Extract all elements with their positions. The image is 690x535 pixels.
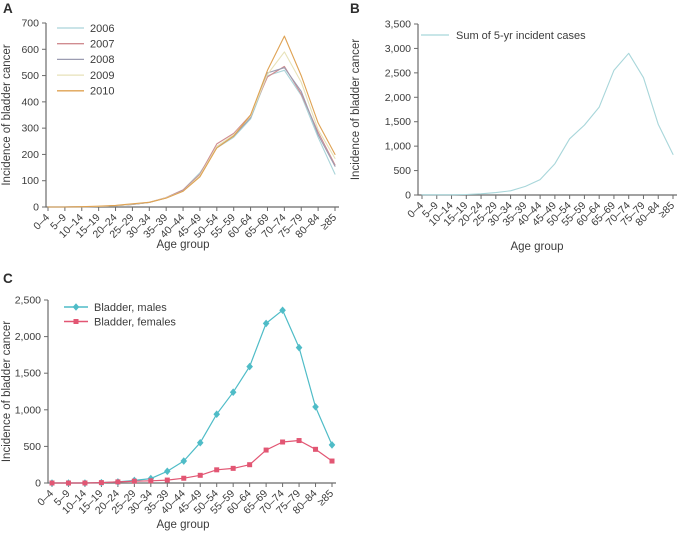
series-marker [280, 439, 286, 445]
y-tick-label: 300 [21, 123, 39, 135]
series-marker [163, 467, 171, 476]
y-tick-label: 500 [393, 165, 411, 177]
y-axis-label: Incidence of bladder cancer [1, 44, 13, 185]
series-marker [197, 472, 203, 478]
series-marker [246, 362, 253, 371]
series-marker [148, 478, 154, 484]
x-tick-label: ≥85 [656, 200, 677, 221]
legend-label: 2010 [90, 86, 114, 98]
legend-label: 2009 [90, 70, 114, 82]
x-axis-label: Age group [156, 239, 209, 251]
y-tick-label: 2,000 [385, 92, 411, 104]
series-marker [329, 458, 335, 464]
series-marker [82, 480, 88, 486]
x-axis-label: Age group [156, 519, 209, 531]
y-tick-label: 2,000 [15, 331, 41, 343]
series-marker [196, 438, 204, 447]
series-line-bladder-males [51, 309, 333, 484]
y-tick-label: 100 [21, 175, 39, 187]
chart-a-incidence-by-year: 01002003004005006007000–45–910–1415–1920… [1, 18, 339, 252]
series-line-sum-of-5-yr-incident-cases [421, 52, 674, 196]
series-marker [263, 447, 269, 453]
axes [417, 24, 677, 196]
y-tick-label: 200 [21, 149, 39, 161]
x-axis-label: Age group [510, 241, 563, 253]
series-marker [65, 480, 71, 486]
y-tick-label: 600 [21, 44, 39, 56]
x-tick-label: ≥85 [315, 488, 336, 509]
series-line-2010 [47, 35, 336, 208]
series-marker [214, 467, 220, 473]
legend-label: Bladder, females [94, 316, 176, 328]
y-axis-label: Incidence of bladder cancer [1, 321, 13, 462]
panel-a: 0 100 200 300 400 500 600 700 0–4 5–9 10–14 15–19 20… [0, 0, 345, 273]
y-tick-label: 3,500 [385, 19, 411, 31]
y-tick-label: 0 [33, 202, 39, 214]
series-marker [180, 457, 188, 465]
series-marker [115, 479, 121, 485]
y-tick-label: 1,500 [15, 368, 41, 380]
series-marker [247, 462, 253, 468]
panel-label-a: A [3, 1, 13, 16]
series-marker [213, 410, 221, 418]
y-tick-label: 0 [35, 478, 41, 490]
y-tick-label: 700 [21, 18, 39, 30]
series-marker [49, 480, 55, 486]
chart-c-incidence-by-sex: 05001,0001,5002,0002,5000–45–910–1415–19… [1, 295, 336, 532]
legend-marker [72, 303, 80, 311]
panel-label-b: B [350, 1, 360, 16]
series-marker [164, 477, 170, 483]
series-marker [98, 480, 104, 486]
series-marker [313, 446, 319, 452]
series-marker [262, 319, 270, 328]
panel-b: 0 500 1,000 1,500 2,000 2,500 3,000 3,500 0–4 5–9… [345, 0, 690, 273]
y-tick-label: 400 [21, 96, 39, 108]
legend-label: 2007 [90, 39, 114, 51]
legend-label: 2006 [90, 23, 114, 35]
y-tick-label: 0 [405, 190, 411, 202]
series-marker [229, 388, 237, 397]
y-tick-label: 1,500 [385, 116, 411, 128]
series-marker [328, 441, 336, 449]
axes [45, 23, 339, 208]
y-tick-label: 3,000 [385, 43, 411, 55]
series-marker [295, 343, 303, 352]
legend-marker [73, 319, 79, 324]
legend-label: Bladder, males [94, 302, 167, 314]
legend-label: 2008 [90, 54, 114, 66]
axes [47, 300, 336, 484]
y-tick-label: 2,500 [15, 295, 41, 307]
series-marker [279, 306, 286, 315]
series-line-bladder-females [51, 439, 333, 484]
y-tick-label: 1,000 [385, 141, 411, 153]
legend-label: Sum of 5-yr incident cases [456, 30, 586, 42]
y-tick-label: 1,000 [15, 404, 41, 416]
y-tick-label: 500 [21, 70, 39, 82]
chart-b-sum-incident-cases: 05001,0001,5002,0002,5003,0003,5000–45–9… [350, 19, 677, 254]
y-tick-label: 500 [23, 441, 41, 453]
series-marker [230, 465, 236, 471]
series-marker [131, 478, 137, 484]
y-axis-label: Incidence of bladder cancer [350, 39, 362, 180]
series-marker [181, 475, 187, 481]
y-tick-label: 2,500 [385, 67, 411, 79]
panel-label-c: C [3, 271, 13, 286]
series-marker [312, 403, 319, 411]
series-marker [296, 438, 302, 444]
x-tick-label: ≥85 [318, 212, 339, 233]
panel-c: 0 500 1,000 1,500 2,000 2,500 0–4 5–9 10–14 15–19… [0, 270, 345, 535]
